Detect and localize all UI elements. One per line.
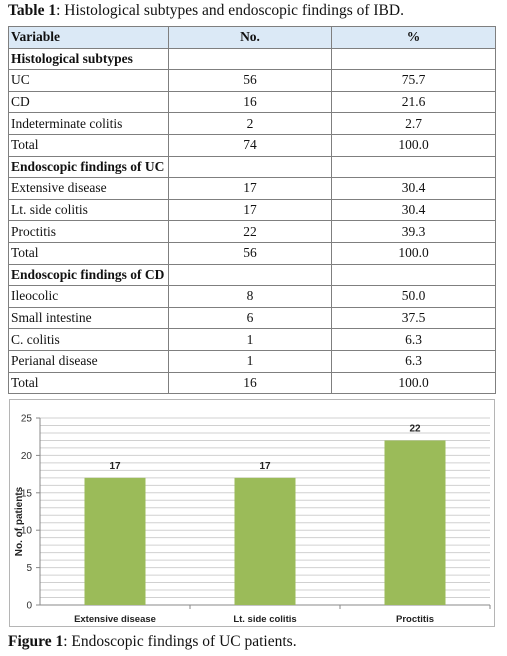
table-row: CD 16 21.6	[8, 90, 496, 114]
cell-no: 2	[168, 112, 332, 135]
y-tick-label: 25	[21, 414, 33, 425]
cell-variable: Total	[8, 133, 169, 157]
cell-no: 74	[168, 133, 332, 157]
cell-pct: 6.3	[331, 328, 496, 351]
data-label: 17	[109, 461, 121, 472]
table-row: UC 56 75.7	[8, 69, 496, 92]
section-spacer	[331, 155, 496, 179]
cell-no: 16	[168, 90, 332, 114]
cell-variable: Total	[8, 371, 169, 395]
table-row: Ileocolic 8 50.0	[8, 285, 496, 308]
y-axis-title: No. of patients	[14, 486, 25, 556]
category-label: Extensive disease	[74, 614, 156, 625]
cell-pct: 30.4	[331, 198, 496, 222]
cell-variable: Lt. side colitis	[8, 198, 169, 222]
cell-pct: 100.0	[331, 371, 496, 395]
cell-pct: 100.0	[331, 133, 496, 157]
cell-variable: Indeterminate colitis	[8, 112, 169, 135]
figure-caption-text: : Endoscopic findings of UC patients.	[63, 633, 297, 650]
cell-no: 17	[168, 177, 332, 200]
data-label: 22	[409, 423, 421, 434]
section-row: Endoscopic findings of CD	[8, 263, 496, 287]
cell-no: 1	[168, 349, 332, 373]
section-row: Histological subtypes	[8, 47, 496, 71]
cell-no: 22	[168, 220, 332, 243]
table-row: Perianal disease 1 6.3	[8, 349, 496, 373]
cell-pct: 50.0	[331, 285, 496, 308]
bar	[84, 477, 146, 605]
data-label: 17	[259, 461, 271, 472]
cell-variable: Perianal disease	[8, 349, 169, 373]
table-row: Extensive disease 17 30.4	[8, 177, 496, 200]
cell-pct: 37.5	[331, 306, 496, 330]
y-tick-label: 10	[21, 526, 33, 537]
cell-no: 56	[168, 69, 332, 92]
cell-pct: 6.3	[331, 349, 496, 373]
cell-pct: 39.3	[331, 220, 496, 243]
cell-variable: C. colitis	[8, 328, 169, 351]
table-row: C. colitis 1 6.3	[8, 328, 496, 351]
column-header-no: No.	[168, 26, 332, 49]
section-title: Histological subtypes	[8, 47, 169, 71]
y-tick-label: 5	[26, 563, 32, 574]
column-header-pct: %	[331, 26, 496, 49]
y-tick-label: 0	[26, 601, 32, 612]
cell-variable: Ileocolic	[8, 285, 169, 308]
cell-no: 56	[168, 241, 332, 265]
y-tick-label: 15	[21, 488, 33, 499]
section-spacer	[168, 263, 332, 287]
table-caption-label: Table 1	[8, 2, 57, 19]
cell-pct: 100.0	[331, 241, 496, 265]
figure-caption-label: Figure 1	[8, 633, 64, 650]
table-row: Total 56 100.0	[8, 241, 496, 265]
chart-svg: 0 5 10 15 20 25 No. of patients 17 Extensive dis…	[14, 414, 491, 625]
cell-pct: 75.7	[331, 69, 496, 92]
cell-no: 17	[168, 198, 332, 222]
table-row: Lt. side colitis 17 30.4	[8, 198, 496, 222]
section-spacer	[331, 47, 496, 71]
cell-variable: UC	[8, 69, 169, 92]
bar-chart: 0 5 10 15 20 25 No. of patients 17 Extensive dis…	[9, 399, 495, 627]
cell-pct: 2.7	[331, 112, 496, 135]
table-row: Proctitis 22 39.3	[8, 220, 496, 243]
bar	[234, 477, 296, 605]
cell-pct: 21.6	[331, 90, 496, 114]
table-row: Small intestine 6 37.5	[8, 306, 496, 330]
cell-variable: Total	[8, 241, 169, 265]
table-caption: Table 1: Histological subtypes and endos…	[8, 2, 404, 20]
table-body: Histological subtypes UC 56 75.7 CD 16 21.6 Ind…	[8, 47, 496, 395]
table-row: Indeterminate colitis 2 2.7	[8, 112, 496, 135]
figure-caption: Figure 1: Endoscopic findings of UC pati…	[8, 633, 297, 651]
cell-no: 16	[168, 371, 332, 395]
category-label: Proctitis	[396, 614, 434, 625]
cell-variable: Extensive disease	[8, 177, 169, 200]
bar	[384, 440, 446, 605]
section-spacer	[168, 47, 332, 71]
ibd-table: Variable No. % Histological subtypes UC 56…	[8, 26, 496, 395]
cell-variable: Small intestine	[8, 306, 169, 330]
section-row: Endoscopic findings of UC	[8, 155, 496, 179]
section-title: Endoscopic findings of UC	[8, 155, 169, 179]
column-header-variable: Variable	[8, 26, 169, 49]
cell-no: 6	[168, 306, 332, 330]
y-tick-label: 20	[21, 451, 33, 462]
cell-variable: CD	[8, 90, 169, 114]
section-spacer	[331, 263, 496, 287]
table-row: Total 16 100.0	[8, 371, 496, 395]
section-spacer	[168, 155, 332, 179]
cell-no: 1	[168, 328, 332, 351]
table-row: Total 74 100.0	[8, 133, 496, 157]
category-label: Lt. side colitis	[233, 614, 296, 625]
table-caption-text: : Histological subtypes and endoscopic f…	[56, 2, 404, 19]
cell-variable: Proctitis	[8, 220, 169, 243]
section-title: Endoscopic findings of CD	[8, 263, 169, 287]
cell-no: 8	[168, 285, 332, 308]
table-header-row: Variable No. %	[8, 26, 496, 49]
cell-pct: 30.4	[331, 177, 496, 200]
